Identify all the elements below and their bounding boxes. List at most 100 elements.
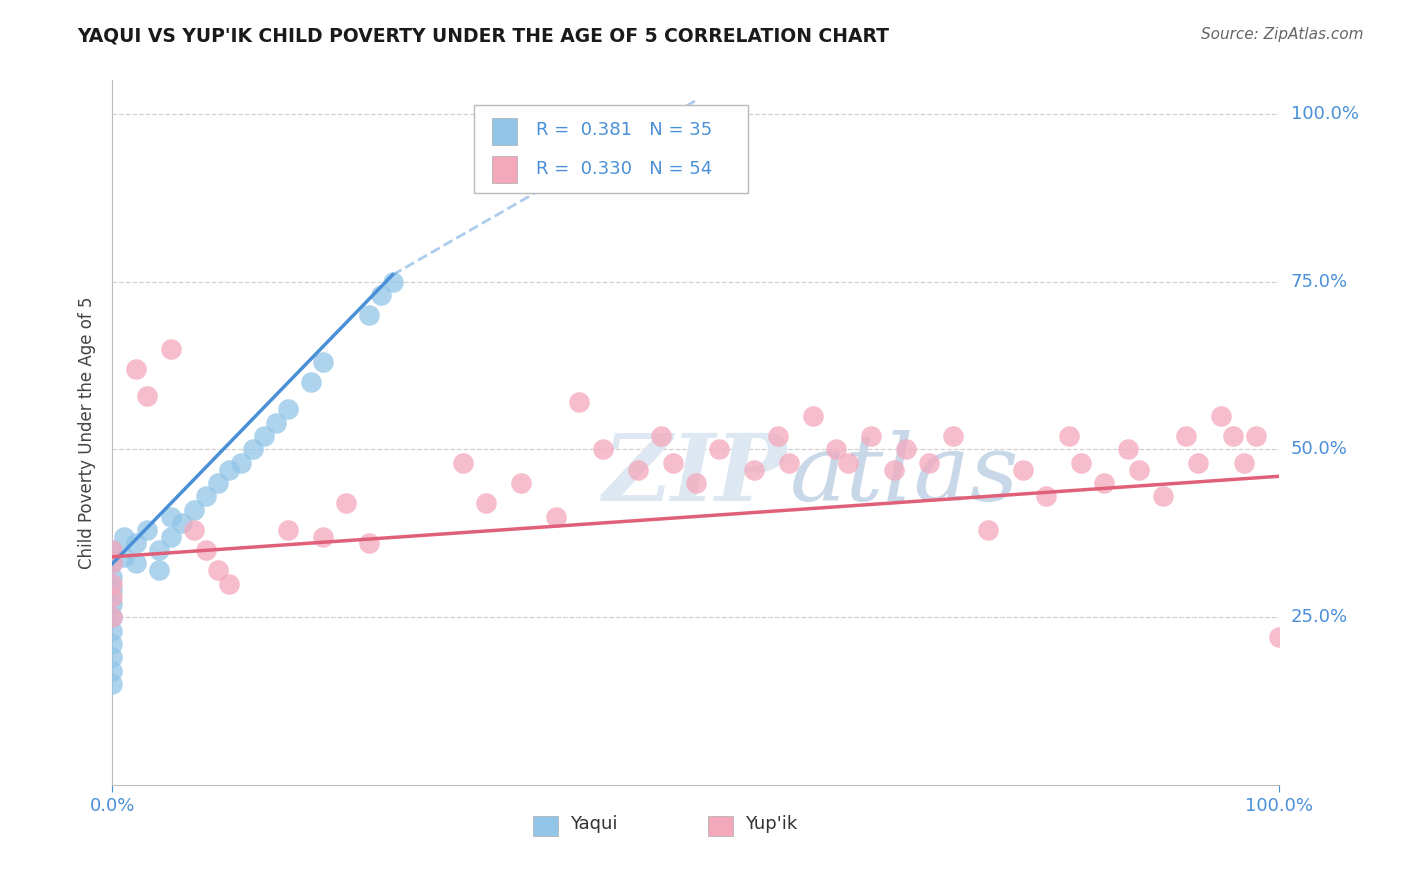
Point bbox=[627, 462, 650, 476]
Point bbox=[544, 509, 567, 524]
Point bbox=[1035, 489, 1057, 503]
Point bbox=[136, 389, 159, 403]
Point bbox=[744, 462, 766, 476]
Point bbox=[101, 610, 124, 624]
Text: R =  0.381   N = 35: R = 0.381 N = 35 bbox=[536, 121, 713, 139]
Point bbox=[825, 442, 848, 457]
FancyBboxPatch shape bbox=[533, 815, 558, 836]
Point bbox=[837, 456, 859, 470]
Point bbox=[942, 429, 965, 443]
Point bbox=[370, 288, 392, 302]
Point bbox=[160, 342, 183, 356]
Point bbox=[148, 563, 170, 577]
Point bbox=[1128, 462, 1150, 476]
Point bbox=[1209, 409, 1232, 423]
Point bbox=[1175, 429, 1198, 443]
Point bbox=[183, 503, 205, 517]
Point bbox=[194, 543, 217, 558]
Point bbox=[136, 523, 159, 537]
Point bbox=[359, 536, 381, 550]
Text: 100.0%: 100.0% bbox=[1291, 105, 1358, 123]
Point bbox=[229, 456, 252, 470]
Text: 50.0%: 50.0% bbox=[1291, 441, 1347, 458]
Point bbox=[101, 664, 124, 678]
Point bbox=[509, 475, 531, 490]
Point bbox=[101, 583, 124, 598]
Point bbox=[1244, 429, 1267, 443]
Point bbox=[592, 442, 614, 457]
Text: YAQUI VS YUP'IK CHILD POVERTY UNDER THE AGE OF 5 CORRELATION CHART: YAQUI VS YUP'IK CHILD POVERTY UNDER THE … bbox=[77, 27, 890, 45]
Point bbox=[218, 462, 240, 476]
Point bbox=[160, 530, 183, 544]
Point bbox=[125, 557, 148, 571]
Point bbox=[101, 610, 124, 624]
Point bbox=[335, 496, 357, 510]
Point bbox=[1011, 462, 1033, 476]
Text: atlas: atlas bbox=[789, 430, 1019, 520]
Point bbox=[101, 543, 124, 558]
FancyBboxPatch shape bbox=[492, 118, 517, 145]
Point bbox=[101, 637, 124, 651]
Point bbox=[1152, 489, 1174, 503]
Point bbox=[207, 563, 229, 577]
Point bbox=[101, 543, 124, 558]
Point bbox=[125, 362, 148, 376]
FancyBboxPatch shape bbox=[474, 105, 748, 193]
FancyBboxPatch shape bbox=[492, 156, 517, 183]
Point bbox=[148, 543, 170, 558]
Point bbox=[101, 557, 124, 571]
Point bbox=[218, 576, 240, 591]
Point bbox=[101, 590, 124, 604]
Point bbox=[1059, 429, 1081, 443]
Point bbox=[311, 530, 333, 544]
Point bbox=[451, 456, 474, 470]
Point bbox=[1268, 630, 1291, 644]
Text: 75.0%: 75.0% bbox=[1291, 273, 1348, 291]
Point bbox=[276, 402, 298, 417]
Text: Source: ZipAtlas.com: Source: ZipAtlas.com bbox=[1201, 27, 1364, 42]
Point bbox=[172, 516, 194, 531]
Point bbox=[685, 475, 707, 490]
Point bbox=[918, 456, 941, 470]
Point bbox=[1222, 429, 1244, 443]
Point bbox=[1233, 456, 1256, 470]
Point bbox=[1187, 456, 1209, 470]
Point bbox=[661, 456, 683, 470]
Point bbox=[253, 429, 276, 443]
Point bbox=[766, 429, 789, 443]
FancyBboxPatch shape bbox=[707, 815, 734, 836]
Y-axis label: Child Poverty Under the Age of 5: Child Poverty Under the Age of 5 bbox=[77, 296, 96, 569]
Point bbox=[242, 442, 264, 457]
Text: 25.0%: 25.0% bbox=[1291, 608, 1348, 626]
Point bbox=[194, 489, 217, 503]
Text: Yup'ik: Yup'ik bbox=[745, 814, 797, 833]
Point bbox=[101, 624, 124, 638]
Point bbox=[112, 549, 135, 564]
Point bbox=[101, 597, 124, 611]
Point bbox=[1094, 475, 1116, 490]
Point bbox=[860, 429, 883, 443]
Point bbox=[207, 475, 229, 490]
Point bbox=[311, 355, 333, 369]
Point bbox=[650, 429, 672, 443]
Point bbox=[568, 395, 591, 409]
Point bbox=[359, 308, 381, 322]
Text: R =  0.330   N = 54: R = 0.330 N = 54 bbox=[536, 161, 713, 178]
Text: ZIP: ZIP bbox=[603, 430, 787, 520]
Point bbox=[894, 442, 917, 457]
Point bbox=[101, 576, 124, 591]
Point bbox=[101, 650, 124, 665]
Point bbox=[160, 509, 183, 524]
Point bbox=[1070, 456, 1092, 470]
Point bbox=[276, 523, 298, 537]
Point bbox=[101, 557, 124, 571]
Point bbox=[264, 416, 287, 430]
Point bbox=[778, 456, 800, 470]
Point bbox=[381, 275, 404, 289]
Point bbox=[183, 523, 205, 537]
Point bbox=[112, 530, 135, 544]
Point bbox=[801, 409, 824, 423]
Point bbox=[883, 462, 905, 476]
Point bbox=[101, 570, 124, 584]
Point bbox=[709, 442, 731, 457]
